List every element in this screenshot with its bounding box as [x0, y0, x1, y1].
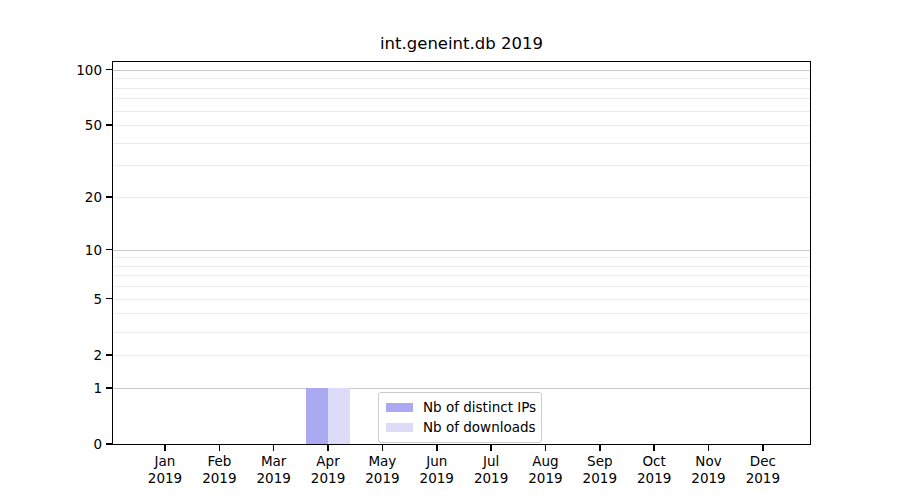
x-tick-mark — [490, 445, 492, 451]
gridline-minor — [113, 299, 810, 300]
legend-label-downloads: Nb of downloads — [423, 419, 536, 435]
x-tick-mark — [382, 445, 384, 451]
bar-downloads-apr — [328, 388, 350, 444]
gridline-major — [113, 250, 810, 251]
legend-item-downloads: Nb of downloads — [386, 417, 534, 437]
x-tick-mark — [327, 445, 329, 451]
gridline-minor — [113, 125, 810, 126]
y-tick-mark — [106, 354, 112, 356]
gridline-minor — [113, 88, 810, 89]
y-tick-mark — [106, 124, 112, 126]
gridline-minor — [113, 266, 810, 267]
x-tick-mark — [164, 445, 166, 451]
x-tick-mark — [653, 445, 655, 451]
chart-title: int.geneint.db 2019 — [113, 34, 810, 53]
y-tick-label: 100 — [0, 61, 102, 79]
y-tick-mark — [106, 249, 112, 251]
x-tick-mark — [545, 445, 547, 451]
y-tick-label: 50 — [0, 116, 102, 134]
gridline-minor — [113, 332, 810, 333]
y-tick-mark — [106, 69, 112, 71]
y-tick-label: 20 — [0, 188, 102, 206]
gridline-major — [113, 70, 810, 71]
legend: Nb of distinct IPs Nb of downloads — [378, 392, 542, 443]
gridline-major — [113, 388, 810, 389]
y-tick-mark — [106, 387, 112, 389]
gridline-minor — [113, 111, 810, 112]
x-tick-mark — [708, 445, 710, 451]
chart-figure: int.geneint.db 2019 0125102050100 Jan 20… — [0, 0, 900, 500]
legend-item-distinct-ips: Nb of distinct IPs — [386, 397, 534, 417]
gridline-minor — [113, 98, 810, 99]
legend-label-distinct-ips: Nb of distinct IPs — [423, 399, 536, 415]
plot-area — [112, 61, 811, 445]
legend-swatch-distinct-ips — [386, 403, 413, 412]
y-tick-label: 1 — [0, 379, 102, 397]
gridline-minor — [113, 197, 810, 198]
y-tick-label: 5 — [0, 290, 102, 308]
gridline-minor — [113, 275, 810, 276]
bar-distinct-ips-apr — [306, 388, 328, 444]
y-tick-mark — [106, 443, 112, 445]
x-tick-mark — [219, 445, 221, 451]
gridline-minor — [113, 257, 810, 258]
y-tick-mark — [106, 196, 112, 198]
y-tick-label: 2 — [0, 346, 102, 364]
gridline-minor — [113, 143, 810, 144]
x-tick-mark — [436, 445, 438, 451]
x-tick-mark — [273, 445, 275, 451]
y-tick-label: 10 — [0, 241, 102, 259]
y-tick-mark — [106, 298, 112, 300]
x-tick-mark — [762, 445, 764, 451]
x-tick-label: Dec 2019 — [728, 453, 798, 487]
gridline-minor — [113, 286, 810, 287]
y-tick-label: 0 — [0, 435, 102, 453]
gridline-minor — [113, 78, 810, 79]
gridline-minor — [113, 313, 810, 314]
legend-swatch-downloads — [386, 423, 413, 432]
gridline-minor — [113, 355, 810, 356]
gridline-minor — [113, 165, 810, 166]
x-tick-mark — [599, 445, 601, 451]
